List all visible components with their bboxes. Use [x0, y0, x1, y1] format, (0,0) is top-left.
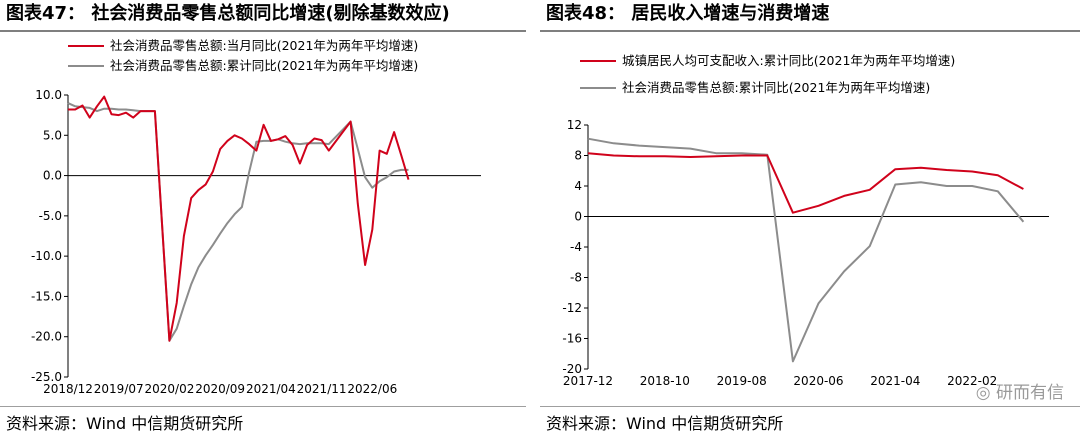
series-line [68, 95, 410, 342]
y-tick-label: -25.0 [31, 370, 62, 384]
series-line [67, 102, 409, 342]
y-tick-label: 5.0 [43, 128, 62, 142]
chart-panel-47: 图表47： 社会消费品零售总额同比增速(剔除基数效应) 社会消费品零售总额:当月… [0, 0, 526, 438]
x-tick-label: 2021/11 [297, 382, 347, 396]
y-tick-label: -5.0 [39, 209, 62, 223]
title-divider [540, 30, 1080, 32]
x-tick-label: 2018/12 [43, 382, 93, 396]
line-chart-retail-sales: 社会消费品零售总额:当月同比(2021年为两年平均增速) 社会消费品零售总额:累计… [31, 38, 481, 396]
x-tick-label: 2020/02 [145, 382, 195, 396]
chart-title: 图表48： 居民收入增速与消费增速 [546, 3, 830, 24]
source-note: 资料来源：Wind 中信期货研究所 [546, 414, 784, 433]
chart-title: 图表47： 社会消费品零售总额同比增速(剔除基数效应) [6, 3, 450, 24]
wechat-icon: ◎ [975, 383, 991, 403]
y-tick-label: -10.0 [31, 249, 62, 263]
series-line [587, 152, 1024, 214]
legend-label: 社会消费品零售总额:累计同比(2021年为两年平均增速) [110, 58, 418, 73]
y-tick-label: -15.0 [31, 289, 62, 303]
x-tick-label: 2022/06 [347, 382, 397, 396]
y-tick-label: 12 [567, 118, 582, 132]
y-tick-label: -8 [570, 271, 582, 285]
legend-label: 社会消费品零售总额:当月同比(2021年为两年平均增速) [110, 38, 418, 53]
line-chart-income-vs-consumption: 城镇居民人均可支配收入:累计同比(2021年为两年平均增速) 社会消费品零售总额:… [562, 53, 1049, 388]
chart-panel-48: 图表48： 居民收入增速与消费增速 城镇居民人均可支配收入:累计同比(2021年… [540, 0, 1080, 438]
title-divider [0, 30, 526, 32]
x-tick-label: 2020-06 [793, 374, 843, 388]
x-tick-label: 2018-10 [640, 374, 690, 388]
source-note: 资料来源：Wind 中信期货研究所 [6, 414, 244, 433]
x-tick-label: 2020/09 [195, 382, 245, 396]
y-tick-label: -16 [562, 332, 582, 346]
x-tick-label: 2021/04 [246, 382, 296, 396]
y-tick-label: 0.0 [43, 169, 62, 183]
y-tick-label: 8 [574, 149, 582, 163]
x-tick-label: 2022-02 [947, 374, 997, 388]
source-divider [0, 406, 526, 407]
watermark-text: 研而有信 [996, 383, 1064, 403]
y-tick-label: -4 [570, 240, 582, 254]
y-tick-label: 4 [574, 179, 582, 193]
y-tick-label: 10.0 [35, 88, 62, 102]
legend-label: 社会消费品零售总额:累计同比(2021年为两年平均增速) [622, 80, 930, 95]
y-tick-label: -20 [562, 362, 582, 376]
legend-label: 城镇居民人均可支配收入:累计同比(2021年为两年平均增速) [622, 53, 955, 68]
series-line [587, 137, 1025, 363]
x-tick-label: 2019-08 [717, 374, 767, 388]
y-tick-label: 0 [574, 210, 582, 224]
x-tick-label: 2017-12 [563, 374, 613, 388]
x-tick-label: 2019/07 [94, 382, 144, 396]
source-divider [540, 406, 1080, 407]
x-tick-label: 2021-04 [870, 374, 920, 388]
watermark-logo: ◎ 研而有信 [976, 378, 1064, 403]
y-tick-label: -12 [562, 301, 582, 315]
y-tick-label: -20.0 [31, 330, 62, 344]
